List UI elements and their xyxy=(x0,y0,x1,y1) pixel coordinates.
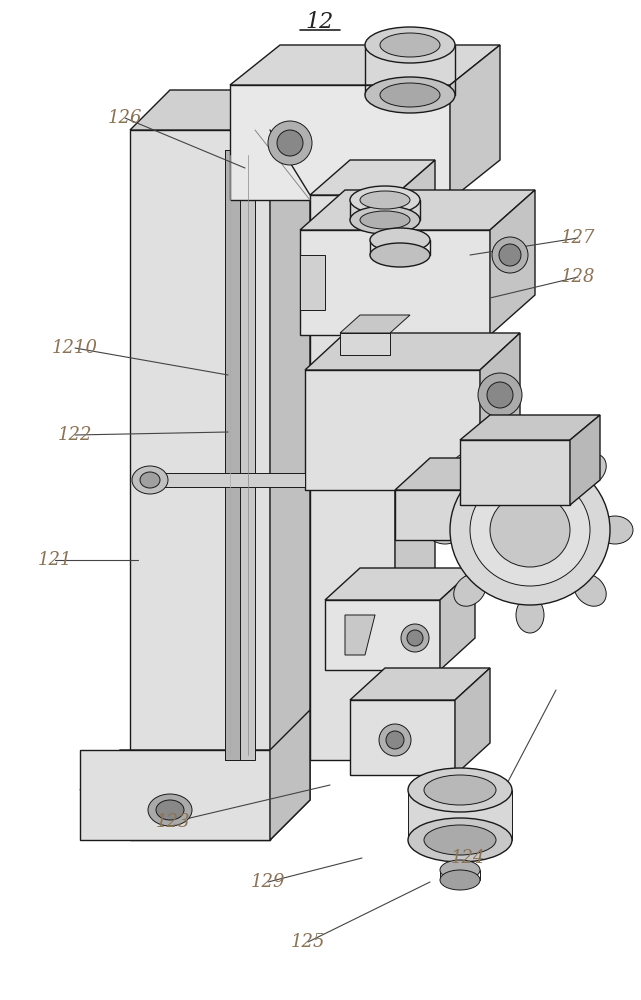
Polygon shape xyxy=(130,130,270,840)
Ellipse shape xyxy=(156,800,184,820)
Ellipse shape xyxy=(450,455,610,605)
Polygon shape xyxy=(350,668,490,700)
Ellipse shape xyxy=(478,423,522,467)
Ellipse shape xyxy=(365,27,455,63)
Polygon shape xyxy=(225,150,255,760)
Polygon shape xyxy=(300,255,325,310)
Polygon shape xyxy=(345,615,375,655)
Polygon shape xyxy=(325,600,440,670)
Polygon shape xyxy=(270,710,310,840)
Polygon shape xyxy=(340,315,410,333)
Polygon shape xyxy=(460,415,600,440)
Ellipse shape xyxy=(440,860,480,880)
Ellipse shape xyxy=(140,472,160,488)
Ellipse shape xyxy=(148,794,192,826)
Ellipse shape xyxy=(516,597,544,633)
Ellipse shape xyxy=(380,83,440,107)
Ellipse shape xyxy=(401,624,429,652)
Ellipse shape xyxy=(380,33,440,57)
Text: 121: 121 xyxy=(38,551,72,569)
Ellipse shape xyxy=(574,574,606,606)
Polygon shape xyxy=(225,150,240,760)
Text: 128: 128 xyxy=(561,268,595,286)
Text: 123: 123 xyxy=(156,813,190,831)
Text: 124: 124 xyxy=(451,849,485,867)
Polygon shape xyxy=(130,90,310,130)
Polygon shape xyxy=(325,568,475,600)
Ellipse shape xyxy=(499,244,521,266)
Ellipse shape xyxy=(487,432,513,458)
Ellipse shape xyxy=(350,206,420,234)
Polygon shape xyxy=(570,415,600,505)
Text: 127: 127 xyxy=(561,229,595,247)
Polygon shape xyxy=(230,45,500,85)
Ellipse shape xyxy=(454,454,486,486)
Ellipse shape xyxy=(379,724,411,756)
Ellipse shape xyxy=(427,516,463,544)
Ellipse shape xyxy=(386,731,404,749)
Text: 129: 129 xyxy=(251,873,285,891)
Ellipse shape xyxy=(132,466,168,494)
Polygon shape xyxy=(395,458,555,490)
Polygon shape xyxy=(80,750,310,790)
Polygon shape xyxy=(480,333,520,490)
Polygon shape xyxy=(460,440,570,505)
Polygon shape xyxy=(80,750,270,840)
Ellipse shape xyxy=(360,211,410,229)
Text: 126: 126 xyxy=(108,109,142,127)
Ellipse shape xyxy=(597,516,633,544)
Ellipse shape xyxy=(492,237,528,273)
Ellipse shape xyxy=(454,574,486,606)
Ellipse shape xyxy=(408,818,512,862)
Polygon shape xyxy=(455,668,490,775)
Polygon shape xyxy=(340,333,390,355)
Text: 122: 122 xyxy=(58,426,92,444)
Ellipse shape xyxy=(487,382,513,408)
Polygon shape xyxy=(305,333,520,370)
Ellipse shape xyxy=(277,130,303,156)
Polygon shape xyxy=(270,90,310,840)
Polygon shape xyxy=(310,160,435,195)
Ellipse shape xyxy=(370,243,430,267)
Ellipse shape xyxy=(424,825,496,855)
Polygon shape xyxy=(440,568,475,670)
Ellipse shape xyxy=(424,775,496,805)
Polygon shape xyxy=(300,230,490,335)
Polygon shape xyxy=(230,85,450,200)
Ellipse shape xyxy=(407,630,423,646)
Polygon shape xyxy=(490,190,535,335)
Polygon shape xyxy=(145,473,305,487)
Text: 12: 12 xyxy=(306,11,334,33)
Ellipse shape xyxy=(490,493,570,567)
Text: 1210: 1210 xyxy=(52,339,98,357)
Ellipse shape xyxy=(408,768,512,812)
Polygon shape xyxy=(350,700,455,775)
Ellipse shape xyxy=(370,228,430,252)
Ellipse shape xyxy=(516,427,544,463)
Ellipse shape xyxy=(574,454,606,486)
Ellipse shape xyxy=(360,191,410,209)
Polygon shape xyxy=(408,790,512,840)
Polygon shape xyxy=(300,190,535,230)
Text: 125: 125 xyxy=(291,933,325,951)
Polygon shape xyxy=(310,195,395,760)
Polygon shape xyxy=(450,45,500,200)
Ellipse shape xyxy=(478,373,522,417)
Polygon shape xyxy=(395,160,435,760)
Ellipse shape xyxy=(350,186,420,214)
Ellipse shape xyxy=(365,77,455,113)
Ellipse shape xyxy=(268,121,312,165)
Polygon shape xyxy=(520,458,555,540)
Ellipse shape xyxy=(470,474,590,586)
Polygon shape xyxy=(395,490,520,540)
Polygon shape xyxy=(305,370,480,490)
Ellipse shape xyxy=(440,870,480,890)
